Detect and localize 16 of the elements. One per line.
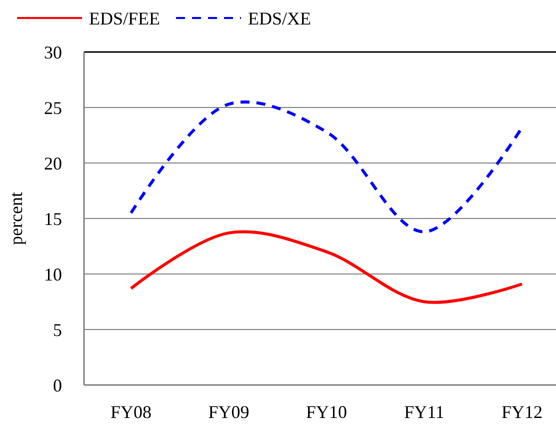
y-tick-label: 20: [44, 153, 62, 174]
y-tick-label: 10: [44, 264, 62, 284]
y-tick-label: 30: [44, 42, 62, 62]
x-tick-label: FY11: [404, 402, 444, 422]
y-tick-label: 15: [44, 208, 62, 229]
x-tick-label: FY09: [208, 402, 250, 422]
x-tick-label: FY12: [501, 402, 543, 422]
x-tick-label: FY10: [306, 402, 348, 422]
legend-label: EDS/FEE: [89, 8, 160, 28]
x-tick-label: FY08: [110, 402, 152, 422]
y-axis-title: percent: [6, 192, 26, 245]
line-series: [130, 230, 524, 304]
y-tick-label: 5: [53, 320, 62, 340]
y-tick-label: 25: [44, 98, 62, 118]
legend-label: EDS/XE: [248, 8, 312, 28]
y-tick-label: 0: [53, 375, 62, 396]
